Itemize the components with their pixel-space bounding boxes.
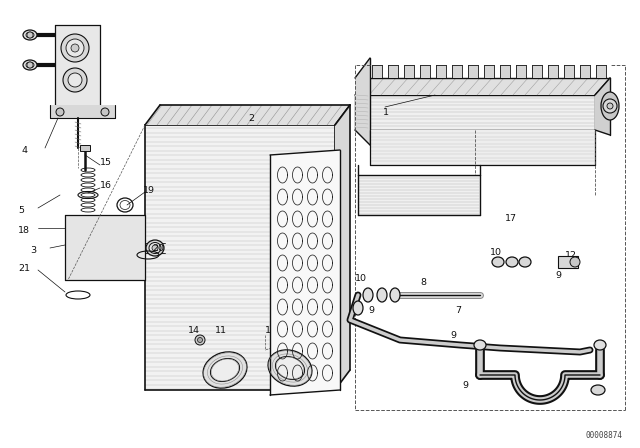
Text: 14: 14 bbox=[188, 326, 200, 335]
Ellipse shape bbox=[23, 30, 37, 40]
Ellipse shape bbox=[149, 242, 161, 254]
Polygon shape bbox=[65, 215, 145, 280]
Polygon shape bbox=[372, 65, 382, 78]
Text: 15: 15 bbox=[100, 158, 112, 167]
Ellipse shape bbox=[377, 288, 387, 302]
Text: 10: 10 bbox=[490, 247, 502, 257]
Ellipse shape bbox=[591, 385, 605, 395]
Ellipse shape bbox=[570, 257, 580, 267]
Polygon shape bbox=[516, 65, 526, 78]
Polygon shape bbox=[370, 130, 595, 165]
Polygon shape bbox=[468, 65, 478, 78]
Ellipse shape bbox=[601, 92, 619, 120]
Polygon shape bbox=[355, 58, 370, 145]
Text: 13: 13 bbox=[265, 326, 277, 335]
Polygon shape bbox=[355, 95, 595, 130]
Circle shape bbox=[198, 337, 202, 343]
Bar bbox=[80, 145, 90, 151]
Polygon shape bbox=[596, 65, 606, 78]
Ellipse shape bbox=[594, 340, 606, 350]
Circle shape bbox=[56, 108, 64, 116]
Ellipse shape bbox=[275, 357, 305, 379]
Polygon shape bbox=[436, 65, 446, 78]
Ellipse shape bbox=[506, 257, 518, 267]
Circle shape bbox=[195, 335, 205, 345]
Text: 18: 18 bbox=[18, 225, 30, 234]
Polygon shape bbox=[55, 25, 100, 110]
Polygon shape bbox=[335, 105, 350, 390]
Text: 9: 9 bbox=[450, 331, 456, 340]
Circle shape bbox=[63, 68, 87, 92]
Text: 11: 11 bbox=[215, 326, 227, 335]
Polygon shape bbox=[564, 65, 574, 78]
Text: 9: 9 bbox=[555, 271, 561, 280]
Ellipse shape bbox=[268, 350, 312, 386]
Circle shape bbox=[607, 103, 613, 109]
Polygon shape bbox=[420, 65, 430, 78]
Circle shape bbox=[71, 44, 79, 52]
Text: 20: 20 bbox=[152, 244, 164, 253]
Polygon shape bbox=[355, 78, 610, 95]
Text: 9: 9 bbox=[462, 380, 468, 389]
Ellipse shape bbox=[26, 32, 34, 38]
Text: 5: 5 bbox=[18, 206, 24, 215]
Ellipse shape bbox=[23, 60, 37, 70]
Polygon shape bbox=[50, 105, 115, 118]
Polygon shape bbox=[548, 65, 558, 78]
Circle shape bbox=[66, 39, 84, 57]
Text: 4: 4 bbox=[22, 146, 28, 155]
Text: 3: 3 bbox=[30, 246, 36, 254]
Text: 21: 21 bbox=[18, 263, 30, 272]
Polygon shape bbox=[270, 150, 340, 395]
Circle shape bbox=[603, 99, 617, 113]
Circle shape bbox=[61, 34, 89, 62]
Ellipse shape bbox=[363, 288, 373, 302]
Ellipse shape bbox=[146, 240, 164, 256]
Polygon shape bbox=[452, 65, 462, 78]
Polygon shape bbox=[358, 175, 480, 215]
Polygon shape bbox=[404, 65, 414, 78]
Polygon shape bbox=[145, 105, 350, 125]
Ellipse shape bbox=[211, 358, 239, 382]
Ellipse shape bbox=[492, 257, 504, 267]
Polygon shape bbox=[595, 78, 610, 135]
Ellipse shape bbox=[474, 340, 486, 350]
Ellipse shape bbox=[26, 62, 34, 68]
Ellipse shape bbox=[353, 301, 363, 315]
Circle shape bbox=[68, 73, 82, 87]
Text: 6: 6 bbox=[590, 385, 596, 395]
Ellipse shape bbox=[203, 352, 247, 388]
Polygon shape bbox=[500, 65, 510, 78]
Polygon shape bbox=[532, 65, 542, 78]
Text: 7: 7 bbox=[455, 306, 461, 314]
Ellipse shape bbox=[519, 257, 531, 267]
Ellipse shape bbox=[390, 288, 400, 302]
Bar bbox=[558, 256, 578, 268]
Circle shape bbox=[101, 108, 109, 116]
Polygon shape bbox=[580, 65, 590, 78]
Text: 19: 19 bbox=[143, 185, 155, 194]
Text: 22: 22 bbox=[283, 363, 295, 372]
Circle shape bbox=[27, 32, 33, 38]
Text: 10: 10 bbox=[355, 273, 367, 283]
Text: 17: 17 bbox=[505, 214, 517, 223]
Text: 9: 9 bbox=[368, 306, 374, 314]
Polygon shape bbox=[388, 65, 398, 78]
Circle shape bbox=[27, 62, 33, 68]
Polygon shape bbox=[145, 125, 335, 390]
Text: 12: 12 bbox=[565, 250, 577, 259]
Text: 16: 16 bbox=[100, 181, 112, 190]
Text: 8: 8 bbox=[420, 277, 426, 287]
Ellipse shape bbox=[152, 245, 158, 251]
Text: 2: 2 bbox=[248, 113, 254, 122]
Polygon shape bbox=[484, 65, 494, 78]
Text: 00008874: 00008874 bbox=[585, 431, 622, 440]
Text: 1: 1 bbox=[383, 108, 389, 116]
